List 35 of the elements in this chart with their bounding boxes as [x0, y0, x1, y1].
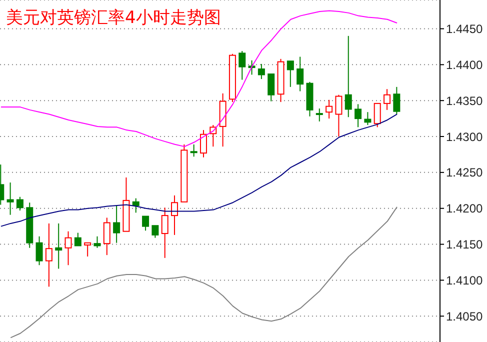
candlestick [219, 92, 226, 148]
candlestick [26, 202, 34, 248]
candlestick [354, 104, 362, 128]
candlestick [326, 99, 333, 120]
candlestick [74, 232, 82, 246]
candlestick [113, 204, 120, 244]
y-tick-label: 1.4400 [446, 58, 484, 72]
candlestick [344, 35, 352, 118]
candlestick [316, 108, 323, 122]
candlestick [296, 56, 304, 92]
y-tick-label: 1.4100 [446, 273, 484, 288]
candlestick [268, 74, 275, 102]
candlestick [200, 130, 207, 158]
candlestick [84, 242, 92, 257]
candlestick [171, 194, 178, 236]
text: 美元对英镑汇率4小时走势图 [6, 7, 221, 29]
y-tick-label: 1.4200 [446, 202, 484, 216]
candlestick [277, 58, 284, 103]
candlestick [103, 217, 110, 256]
candlestick [45, 222, 52, 288]
candlestick [6, 182, 14, 216]
y-tick-label: 1.4350 [446, 94, 484, 108]
y-tick-label: 1.4450 [446, 22, 484, 36]
y-tick-label: 1.4300 [446, 130, 484, 144]
candlestick [64, 230, 72, 266]
candlestick [384, 88, 391, 110]
y-tick-label: 1.4250 [446, 166, 484, 180]
candlestick [286, 60, 294, 88]
candlestick [258, 63, 265, 80]
candlestick [152, 225, 159, 238]
y-tick-label: 1.4050 [446, 309, 484, 324]
y-tick-label: 1.4150 [446, 238, 484, 252]
candlestick [364, 112, 372, 126]
candlestick [55, 222, 62, 270]
candlestick [122, 176, 130, 232]
